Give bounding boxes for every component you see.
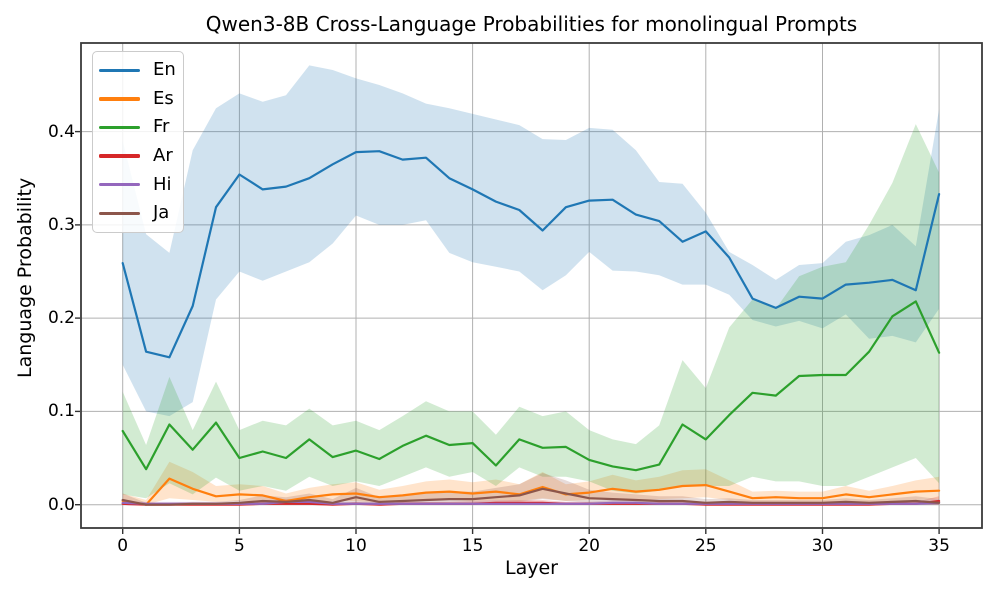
legend-label: Fr [153,116,170,138]
x-tick-label: 20 [578,536,600,556]
y-tick-label: 0.0 [47,494,75,515]
x-tick-label: 25 [694,536,717,556]
y-axis-label: Language Probability [14,177,36,378]
x-tick-label: 5 [233,536,245,556]
y-tick-label: 0.4 [47,121,75,142]
series-line-es [121,477,941,506]
legend-item-ar: Ar [99,142,176,171]
band-fr [122,124,940,499]
y-tick-label: 0.2 [47,308,75,329]
x-tick-label: 0 [117,536,129,556]
legend-item-hi: Hi [99,170,176,199]
x-tick-label: 30 [811,536,834,556]
band-ja [122,473,940,505]
legend-line-swatch [99,125,140,130]
series-line-ja [121,487,941,506]
chart-title: Qwen3-8B Cross-Language Probabilities fo… [205,12,858,36]
legend-line-swatch [99,68,140,73]
legend-label: Ja [153,202,170,224]
x-tick-label: 10 [345,536,367,556]
band-en [122,65,940,417]
series-line-fr [121,300,941,472]
legend-label: Hi [153,173,172,195]
legend-item-fr: Fr [99,113,176,142]
x-axis-label: Layer [505,557,558,579]
legend-line-swatch [99,154,140,158]
series-line-en [121,150,941,359]
legend-line-swatch [99,97,140,101]
x-tick-label: 35 [928,536,950,556]
y-tick-label: 0.3 [47,214,75,235]
legend-item-es: Es [99,85,176,114]
x-tick-label: 15 [461,536,484,556]
legend-label: En [153,59,176,81]
legend-line-swatch [99,182,140,187]
y-tick-label: 0.1 [47,401,75,422]
legend-label: Es [153,87,174,109]
legend-label: Ar [153,145,173,167]
legend-line-swatch [99,211,140,216]
plot-border [80,42,983,529]
legend-item-ja: Ja [99,199,176,228]
legend-item-en: En [99,56,176,85]
legend: En Es Fr Ar Hi Ja [92,51,184,233]
